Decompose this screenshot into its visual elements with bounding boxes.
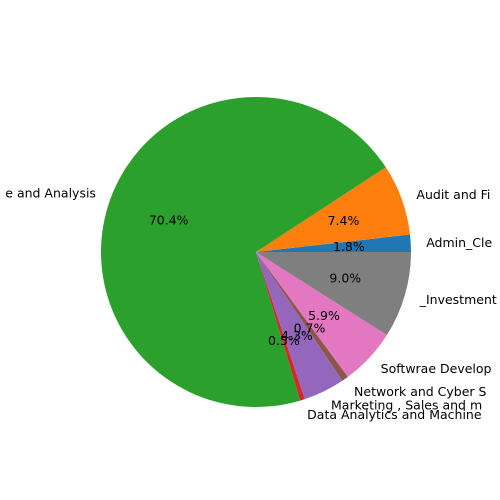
slice-percent-label: 9.0% — [329, 270, 361, 285]
pie-slice — [256, 252, 343, 400]
slice-category-label: Network and Cyber S — [354, 384, 487, 399]
slice-percent-label: 4.3% — [281, 328, 313, 343]
pie-slice — [256, 252, 348, 381]
labels-layer: 1.8% Admin_Cle 7.4% Audit and Fi 70.4% e and … — [5, 186, 497, 422]
pie-slice — [101, 96, 386, 407]
slice-percent-label: 1.8% — [333, 239, 365, 254]
slice-category-label: Softwrae Develop — [381, 361, 492, 376]
slice-percent-label: 5.9% — [308, 308, 340, 323]
slice-category-label: Marketing , Sales and m — [331, 398, 482, 413]
pie-slice — [256, 167, 411, 252]
slice-percent-label: 0.7% — [294, 321, 326, 336]
slice-percent-label: 0.5% — [268, 333, 300, 348]
slice-percent-label: 70.4% — [149, 212, 189, 227]
pie-slice — [256, 234, 411, 252]
slice-category-label: Data Analytics and Machine — [307, 407, 482, 422]
slice-category-label: Admin_Cle — [426, 235, 492, 250]
slice-category-label: _Investment — [419, 292, 497, 307]
pie-slice — [256, 252, 411, 336]
slice-category-label: Audit and Fi — [416, 187, 490, 202]
slice-percent-label: 7.4% — [328, 213, 360, 228]
pie-slice — [256, 252, 387, 377]
slice-category-label: e and Analysis — [5, 186, 96, 201]
pie-slice — [256, 252, 305, 401]
slices-layer — [101, 96, 411, 407]
